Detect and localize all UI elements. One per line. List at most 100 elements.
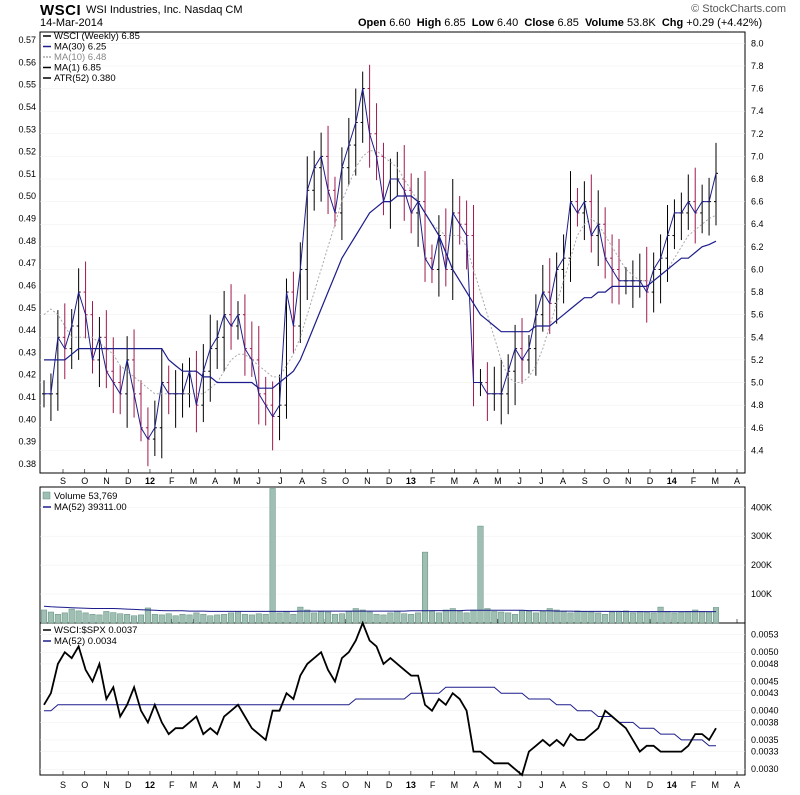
y-left-tick-label: 0.38 [18,459,36,469]
volume-value: 53.8K [626,17,656,29]
x-tick-label: J [256,780,261,790]
legend-swatch [42,491,51,500]
volume-bar [456,611,463,624]
volume-bar [671,612,678,624]
ratio-tick-label: 0.0048 [751,659,779,669]
volume-bar [553,609,560,624]
x-tick-label: D [647,476,654,486]
volume-bar [650,612,657,624]
x-tick-label: N [625,476,632,486]
x-tick-label: M [712,780,720,790]
volume-bar [546,608,553,624]
legend-entry: MA(52) 39311.00 [54,502,127,513]
volume-bar [491,611,498,624]
ratio-ma52-line [44,686,716,747]
volume-ma52-line [43,605,716,613]
volume-bar [68,608,75,624]
volume-bar [165,613,172,624]
x-tick-label: A [473,476,479,486]
volume-bar [463,612,470,624]
legend-entry: WSCI:$SPX 0.0037 [54,625,137,636]
volume-bar [449,608,456,624]
x-tick-label: N [625,780,632,790]
legend-entry: ATR(52) 0.380 [54,73,116,84]
x-tick-label: M [233,780,241,790]
x-tick-label: N [103,476,110,486]
y-left-tick-label: 0.56 [18,57,36,67]
y-left-tick-label: 0.57 [18,35,36,45]
x-tick-label: 13 [406,780,416,790]
volume-bar [692,609,699,624]
x-tick-label: A [734,476,740,486]
ratio-tick-label: 0.0040 [751,706,779,716]
ma10-line [43,150,717,395]
volume-bar [435,612,442,624]
volume-bar [75,610,82,624]
volume-bar [394,611,401,624]
legend-entry: WSCI (Weekly) 6.85 [54,31,140,42]
legend-entry: MA(52) 0.0034 [54,636,117,647]
y-left-tick-label: 0.51 [18,169,36,179]
volume-label: Volume [584,17,624,29]
volume-bar [525,611,532,624]
x-tick-label: O [81,780,88,790]
x-tick-label: J [539,780,544,790]
volume-bar [373,614,380,624]
volume-bar [387,612,394,624]
x-tick-label: M [451,476,459,486]
chg-value: +0.29 (+4.42%) [686,17,763,29]
x-tick-label: D [386,476,393,486]
x-tick-label: A [212,780,218,790]
volume-bar [622,610,629,624]
ratio-tick-label: 0.0033 [751,747,779,757]
volume-bar [54,614,61,624]
volume-bar [96,614,103,624]
y-left-tick-label: 0.55 [18,80,36,90]
y-left-tick-label: 0.46 [18,280,36,290]
brand-watermark: © StockCharts.com [691,3,786,15]
volume-bar [325,611,332,624]
gridlines [40,43,745,775]
volume-bar [518,610,526,624]
y-left-tick-label: 0.47 [18,258,36,268]
close-label: Close [524,17,555,29]
x-tick-label: N [103,780,110,790]
ratio-panel [43,620,717,777]
volume-bar [401,613,408,624]
volume-bar [470,609,477,624]
open-label: Open [358,17,387,29]
y-right-tick-label: 5.2 [751,355,764,365]
x-tick-label: O [603,780,610,790]
y-right-tick-label: 6.0 [751,264,764,274]
volume-bar [124,614,131,624]
ratio-tick-label: 0.0053 [751,630,779,640]
volume-bar [283,611,290,624]
volume-bar [484,608,491,624]
volume-bar [82,612,89,624]
y-right-tick-label: 7.8 [751,61,764,71]
panel-frames [39,31,746,776]
ratio-tick-label: 0.0030 [751,764,779,774]
y-right-tick-label: 5.8 [751,287,764,297]
x-tick-label: J [278,476,283,486]
x-tick-label: D [125,476,132,486]
volume-bar [144,607,151,624]
x-tick-label: A [473,780,479,790]
volume-bar [560,611,567,624]
volume-bar [685,611,692,624]
volume-bar [47,611,54,624]
y-left-tick-label: 0.54 [18,102,36,112]
y-right-tick-label: 7.6 [751,84,764,94]
volume-bar [304,609,311,624]
y-right-tick-label: 4.6 [751,423,764,433]
ratio-tick-label: 0.0043 [751,688,779,698]
x-tick-label: F [169,780,175,790]
volume-bar [442,609,449,624]
volume-bar [338,613,345,624]
x-tick-label: J [517,780,522,790]
high-value: 6.85 [444,17,466,29]
x-tick-label: A [299,780,305,790]
x-tick-label: M [494,780,502,790]
y-left-tick-label: 0.49 [18,214,36,224]
